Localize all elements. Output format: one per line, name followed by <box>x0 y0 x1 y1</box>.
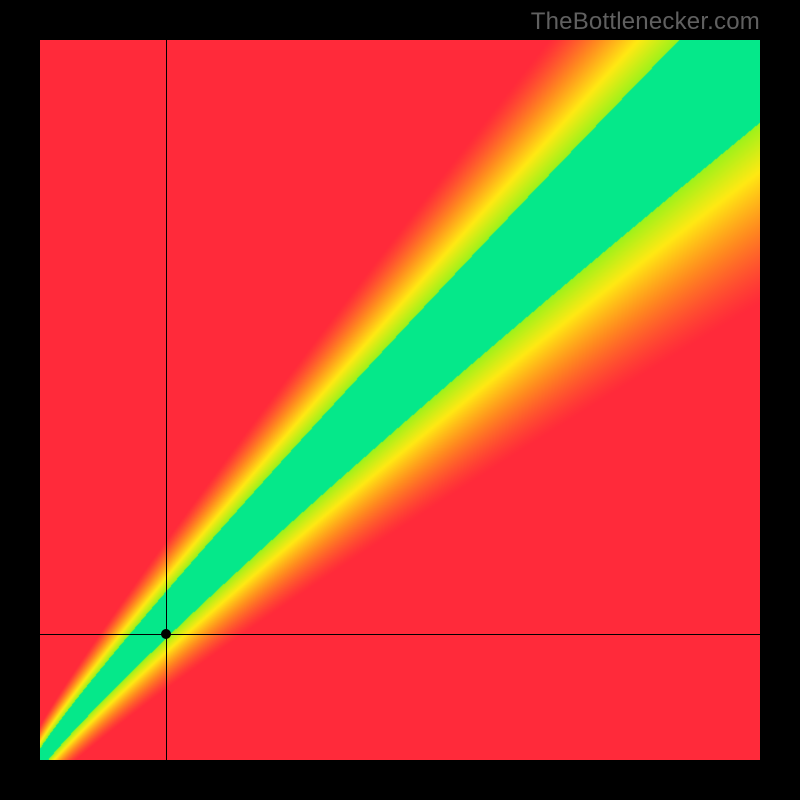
watermark-text: TheBottlenecker.com <box>531 8 760 36</box>
heatmap-canvas <box>40 40 760 760</box>
crosshair-vertical-line <box>166 40 167 760</box>
chart-frame: TheBottlenecker.com <box>0 0 800 800</box>
heatmap-plot-area <box>40 40 760 760</box>
crosshair-horizontal-line <box>40 634 760 635</box>
crosshair-marker-dot <box>161 629 171 639</box>
